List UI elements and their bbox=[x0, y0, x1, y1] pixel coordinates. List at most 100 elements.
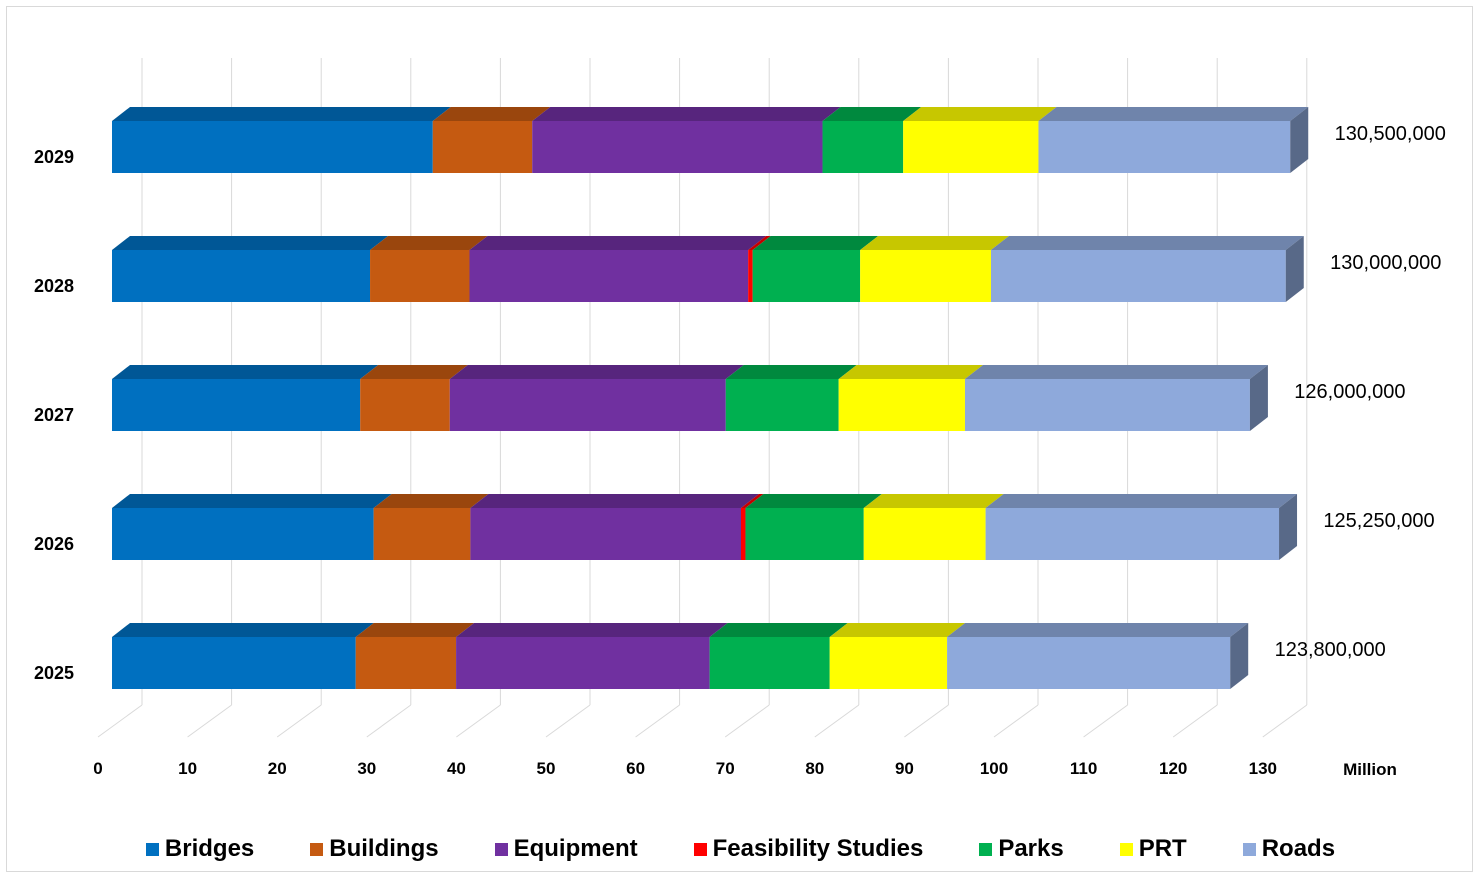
bar-segment-top bbox=[456, 623, 728, 637]
bar-segment bbox=[112, 637, 356, 689]
bar-segment bbox=[990, 250, 1286, 302]
x-axis-unit-label: Million bbox=[1343, 760, 1397, 779]
x-tick-label: 60 bbox=[626, 759, 645, 778]
bar-segment-top bbox=[112, 236, 389, 250]
bar-segment-top bbox=[829, 623, 966, 637]
floor-gridline bbox=[1262, 704, 1308, 738]
bar-row-2026: 2026 125,250,000 bbox=[34, 494, 1435, 560]
bar-segment-top bbox=[745, 494, 882, 508]
bar-segment bbox=[373, 508, 471, 560]
bar-segment bbox=[822, 121, 904, 173]
bar-segment bbox=[355, 637, 457, 689]
bar-segment-top bbox=[469, 236, 767, 250]
bar-segment-top bbox=[709, 623, 848, 637]
bar-segment bbox=[964, 379, 1250, 431]
x-tick-label: 30 bbox=[357, 759, 376, 778]
floor-gridline bbox=[1172, 704, 1218, 738]
bar-segment bbox=[903, 121, 1039, 173]
bar-segment-top bbox=[532, 107, 841, 121]
bar-segment bbox=[456, 637, 710, 689]
bar-segment bbox=[860, 250, 991, 302]
bars: 2025 123,800,000 2026 125,250,000 2027 126,00… bbox=[34, 107, 1446, 689]
legend-item: Equipment bbox=[494, 835, 638, 863]
bar-segment-top bbox=[373, 494, 489, 508]
bar-segment-top bbox=[863, 494, 1004, 508]
total-label: 125,250,000 bbox=[1323, 510, 1434, 532]
bar-segment-top bbox=[860, 236, 1009, 250]
bar-side-face bbox=[1285, 236, 1304, 302]
x-tick-label: 10 bbox=[178, 759, 197, 778]
floor-gridline bbox=[635, 704, 680, 738]
x-tick-label: 50 bbox=[537, 759, 556, 778]
bar-segment-top bbox=[838, 365, 983, 379]
bar-segment bbox=[829, 637, 948, 689]
bar-segment bbox=[748, 250, 753, 302]
total-label: 123,800,000 bbox=[1275, 639, 1386, 661]
year-label: 2025 bbox=[34, 663, 74, 683]
bar-segment-top bbox=[964, 365, 1268, 379]
legend-label: Equipment bbox=[513, 835, 638, 862]
legend-label: Buildings bbox=[329, 835, 439, 862]
bar-segment bbox=[725, 379, 839, 431]
legend-item: PRT bbox=[1119, 835, 1187, 863]
floor-gridline bbox=[276, 704, 322, 738]
legend-swatch bbox=[1242, 842, 1256, 856]
legend-swatch bbox=[979, 842, 993, 856]
bar-segment-top bbox=[740, 494, 764, 508]
floor-gridline bbox=[724, 704, 770, 738]
bar-segment-top bbox=[748, 236, 771, 250]
bar-segment bbox=[432, 121, 533, 173]
bar-segment bbox=[112, 121, 433, 173]
chart-legend: Bridges Buildings Equipment Feasibility Stu… bbox=[0, 832, 1481, 866]
year-label: 2029 bbox=[34, 147, 74, 167]
floor-gridline bbox=[1083, 704, 1128, 738]
year-label: 2026 bbox=[34, 534, 74, 554]
bar-segment-top bbox=[990, 236, 1304, 250]
legend-swatch bbox=[310, 842, 324, 856]
bar-segment bbox=[449, 379, 726, 431]
bar-segment bbox=[532, 121, 823, 173]
bar-segment bbox=[740, 508, 746, 560]
x-tick-label: 20 bbox=[268, 759, 287, 778]
bar-segment-top bbox=[112, 107, 451, 121]
floor-gridline bbox=[456, 704, 501, 738]
legend-swatch bbox=[494, 842, 508, 856]
year-label: 2028 bbox=[34, 276, 74, 296]
floor-gridline bbox=[97, 704, 143, 738]
bar-segment bbox=[112, 250, 371, 302]
bar-row-2025: 2025 123,800,000 bbox=[34, 623, 1386, 689]
legend-label: Bridges bbox=[164, 835, 255, 862]
bar-segment-top bbox=[360, 365, 468, 379]
bar-segment-top bbox=[752, 236, 879, 250]
floor-gridline bbox=[545, 704, 591, 738]
legend-label: PRT bbox=[1138, 835, 1187, 862]
legend-swatch bbox=[145, 842, 159, 856]
floor-gridline bbox=[904, 704, 949, 738]
legend-item: Roads bbox=[1242, 835, 1335, 863]
bar-segment-top bbox=[432, 107, 551, 121]
x-tick-label: 120 bbox=[1159, 759, 1187, 778]
bar-segment-top bbox=[449, 365, 744, 379]
total-label: 126,000,000 bbox=[1294, 381, 1405, 403]
bar-row-2029: 2029 130,500,000 bbox=[34, 107, 1446, 173]
bar-segment-top bbox=[1038, 107, 1309, 121]
x-tick-label: 90 bbox=[895, 759, 914, 778]
x-tick-label: 130 bbox=[1249, 759, 1277, 778]
bar-segment-top bbox=[355, 623, 475, 637]
floor-gridline bbox=[187, 704, 232, 738]
bar-segment-top bbox=[370, 236, 488, 250]
bar-side-face bbox=[1279, 494, 1298, 560]
legend-item: Feasibility Studies bbox=[693, 835, 923, 863]
bar-segment bbox=[469, 250, 749, 302]
x-tick-label: 100 bbox=[980, 759, 1008, 778]
bar-row-2028: 2028 130,000,000 bbox=[34, 236, 1441, 302]
bar-segment bbox=[370, 250, 470, 302]
bar-segment bbox=[863, 508, 986, 560]
x-tick-label: 110 bbox=[1070, 759, 1097, 778]
legend-item: Buildings bbox=[310, 835, 439, 863]
x-tick-label: 70 bbox=[716, 759, 735, 778]
bar-segment-top bbox=[470, 494, 759, 508]
bar-segment-top bbox=[903, 107, 1057, 121]
floor-gridline bbox=[366, 704, 412, 738]
